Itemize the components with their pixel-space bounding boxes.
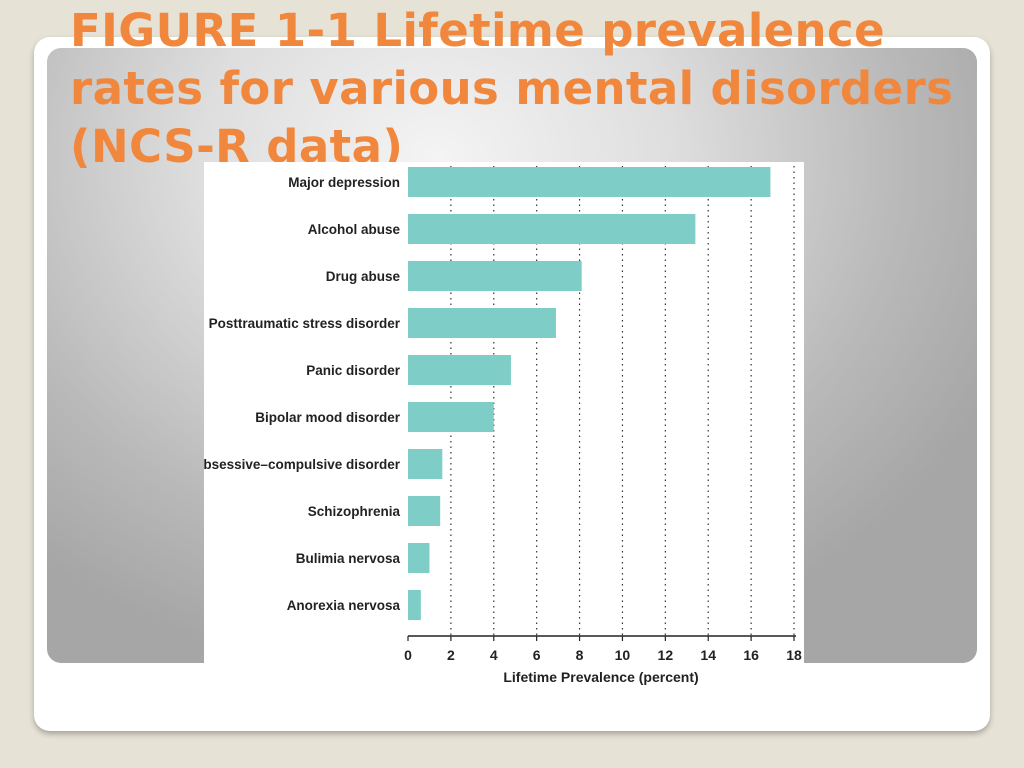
category-label: Obsessive–compulsive disorder (204, 457, 401, 472)
bar-bipolar-mood-disorder (408, 402, 494, 432)
bar-chart: Major depression Alcohol abuse Drug abuse P… (204, 166, 802, 685)
category-label: Bulimia nervosa (296, 551, 401, 566)
x-axis-label: Lifetime Prevalence (percent) (503, 669, 698, 685)
category-label: Major depression (288, 175, 400, 190)
category-label: Posttraumatic stress disorder (209, 316, 401, 331)
bar-bulimia-nervosa (408, 543, 430, 573)
category-label: Schizophrenia (308, 504, 401, 519)
category-label: Panic disorder (306, 363, 401, 378)
bar-posttraumatic-stress-disorder (408, 308, 556, 338)
bar-obsessive-compulsive-disorder (408, 449, 443, 479)
slide-title: FIGURE 1-1 Lifetime prevalence rates for… (70, 4, 954, 173)
x-tick-label: 8 (576, 647, 584, 663)
bar-alcohol-abuse (408, 214, 696, 244)
x-tick-label: 2 (447, 647, 455, 663)
x-tick-label: 16 (743, 647, 759, 663)
x-tick-label: 12 (658, 647, 674, 663)
x-tick-label: 4 (490, 647, 498, 663)
bar-drug-abuse (408, 261, 582, 291)
x-tick-label: 10 (615, 647, 631, 663)
bar-major-depression (408, 167, 771, 197)
x-tick-label: 6 (533, 647, 541, 663)
category-label: Alcohol abuse (308, 222, 401, 237)
x-tick-label: 18 (786, 647, 802, 663)
bar-anorexia-nervosa (408, 590, 421, 620)
x-tick-label: 0 (404, 647, 412, 663)
bar-schizophrenia (408, 496, 441, 526)
bar-panic-disorder (408, 355, 511, 385)
chart-card: Major depression Alcohol abuse Drug abuse P… (204, 162, 804, 692)
category-label: Bipolar mood disorder (255, 410, 401, 425)
category-label: Anorexia nervosa (287, 598, 401, 613)
x-tick-label: 14 (700, 647, 716, 663)
category-label: Drug abuse (326, 269, 401, 284)
